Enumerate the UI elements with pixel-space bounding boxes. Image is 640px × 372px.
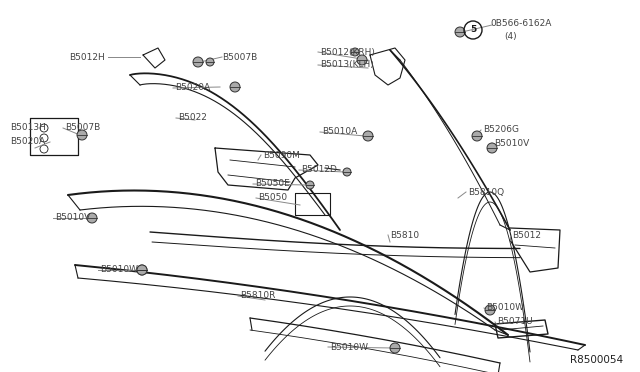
Circle shape [206,58,214,66]
Circle shape [472,131,482,141]
Text: B5012(KRH): B5012(KRH) [320,48,375,57]
Text: (4): (4) [504,32,516,41]
Circle shape [455,27,465,37]
Circle shape [137,265,147,275]
Circle shape [363,131,373,141]
Circle shape [390,343,400,353]
Circle shape [137,265,147,275]
Text: B5020A: B5020A [10,138,45,147]
Text: B5810: B5810 [390,231,419,240]
Text: B5090M: B5090M [263,151,300,160]
Circle shape [87,213,97,223]
Text: B5010W: B5010W [486,304,524,312]
Circle shape [193,57,203,67]
Circle shape [77,130,87,140]
Text: B5020A: B5020A [175,83,210,93]
Text: B5010V: B5010V [55,214,90,222]
Circle shape [230,82,240,92]
Text: B5010A: B5010A [322,128,357,137]
Text: B5010W: B5010W [100,266,138,275]
Circle shape [357,55,367,65]
Text: B5022: B5022 [178,113,207,122]
Text: B5206G: B5206G [483,125,519,135]
Text: R8500054: R8500054 [570,355,623,365]
Text: B5050E: B5050E [255,180,290,189]
Text: B5007B: B5007B [65,124,100,132]
Circle shape [351,48,359,56]
Text: 5: 5 [470,26,476,35]
Text: B5810R: B5810R [240,292,275,301]
Text: 0B566-6162A: 0B566-6162A [490,19,552,28]
Text: B5012H: B5012H [69,52,105,61]
Text: B5013(KLH): B5013(KLH) [320,61,374,70]
Circle shape [343,168,351,176]
Text: B5010V: B5010V [494,138,529,148]
Circle shape [487,143,497,153]
Text: B5810Q: B5810Q [468,187,504,196]
Text: B5012: B5012 [512,231,541,241]
Circle shape [306,181,314,189]
Text: B5007B: B5007B [222,52,257,61]
Text: B5012D: B5012D [301,166,337,174]
Text: B5071U: B5071U [497,317,532,327]
Circle shape [485,305,495,315]
Text: B5050: B5050 [258,193,287,202]
Text: B5010W: B5010W [330,343,368,352]
Text: B5013H: B5013H [10,124,46,132]
